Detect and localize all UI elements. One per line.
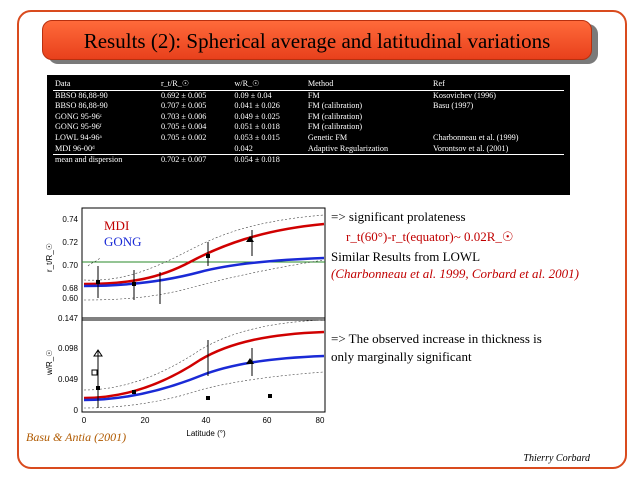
table-cell: Vorontsov et al. (2001) xyxy=(433,143,509,153)
table-cell: Adaptive Regularization xyxy=(307,143,389,153)
note-prolateness: => significant prolateness xyxy=(331,209,466,224)
note-lowl: Similar Results from LOWL xyxy=(331,249,481,264)
bottom-ytick: 0.098 xyxy=(58,344,79,353)
table-row: MDI 96-00ᵈ 0.042 Adaptive Regularization… xyxy=(53,144,564,155)
table-cell: MDI 96-00ᵈ xyxy=(55,143,95,153)
table-mean-row: mean and dispersion 0.702 ± 0.007 0.054 … xyxy=(53,154,564,166)
top-data-points xyxy=(96,230,254,304)
table-cell xyxy=(431,122,564,133)
table-header: Method xyxy=(305,79,431,91)
table-cell: FM (calibration) xyxy=(307,101,363,111)
table-cell: 0.703 ± 0.006 xyxy=(160,111,207,121)
mdi-curve xyxy=(83,330,325,400)
table-cell: FM (calibration) xyxy=(307,111,363,121)
xlabel: Latitude (°) xyxy=(186,429,226,438)
gong-curve xyxy=(83,256,325,288)
xtick: 0 xyxy=(82,416,87,425)
bottom-ytick: 0.147 xyxy=(58,314,79,323)
table-cell: mean and dispersion xyxy=(53,154,159,166)
xtick: 40 xyxy=(202,416,211,425)
top-ytick: 0.70 xyxy=(62,261,78,270)
table-row: BBSO 86,88-90 0.692 ± 0.005 0.09 ± 0.04 … xyxy=(53,90,564,101)
top-plot-frame xyxy=(81,207,326,321)
table-cell: 0.702 ± 0.007 xyxy=(158,154,233,166)
latitude-plots: MDI GONG 0.74 0.72 0.70 0.68 0.60 r_t/R_… xyxy=(45,207,326,438)
top-ylabel: r_t/R_☉ xyxy=(45,243,54,272)
confidence-band xyxy=(83,214,325,281)
table-header-row: Data r_t/R_☉ w/R_☉ Method Ref xyxy=(53,79,564,91)
table-cell xyxy=(431,112,564,123)
table-cell: 0.705 ± 0.002 xyxy=(160,132,207,142)
table-cell: 0.09 ± 0.04 xyxy=(234,90,272,100)
confidence-band xyxy=(83,259,325,301)
table-cell: Basu (1997) xyxy=(433,101,474,111)
figure-credit: Basu & Antia (2001) xyxy=(26,430,127,444)
table-cell: Genetic FM xyxy=(307,132,348,142)
top-ytick: 0.60 xyxy=(62,294,78,303)
table-row: GONG 95-96ᶜ 0.703 ± 0.006 0.049 ± 0.025 … xyxy=(53,112,564,123)
bottom-data-points xyxy=(91,340,272,408)
table-cell xyxy=(159,144,232,155)
table-cell: FM xyxy=(307,90,320,100)
table-cell: Charbonneau et al. (1999) xyxy=(433,132,519,142)
bottom-ytick: 0.049 xyxy=(58,375,79,384)
mdi-curve xyxy=(83,222,325,286)
note-citation: (Charbonneau et al. 1999, Corbard et al.… xyxy=(331,266,579,281)
top-ytick: 0.74 xyxy=(62,215,78,224)
table-cell: 0.705 ± 0.004 xyxy=(160,122,207,132)
note-rt-difference: r_t(60°)-r_t(equator)~ 0.02R_☉ xyxy=(346,229,514,244)
table-header: w/R_☉ xyxy=(232,79,306,91)
slide-title: Results (2): Spherical average and latit… xyxy=(83,29,551,53)
confidence-band xyxy=(83,319,325,391)
table-cell: Kosovichev (1996) xyxy=(433,90,496,100)
table-cell: GONG 95-96ᶜ xyxy=(55,111,102,121)
note-significance: only marginally significant xyxy=(331,349,472,364)
table-cell: 0.051 ± 0.018 xyxy=(234,122,280,132)
bottom-ytick: 0 xyxy=(74,406,79,415)
table-row: BBSO 86,88-90 0.707 ± 0.005 0.041 ± 0.02… xyxy=(53,101,564,112)
table-cell: 0.692 ± 0.005 xyxy=(160,90,207,100)
table-cell: LOWL 94-96ᵃ xyxy=(55,132,102,142)
table-row: LOWL 94-96ᵃ 0.705 ± 0.002 0.053 ± 0.015 … xyxy=(53,133,564,144)
results-table: Data r_t/R_☉ w/R_☉ Method Ref BBSO 86,88… xyxy=(47,75,570,195)
table-header: Ref xyxy=(431,79,564,91)
table-cell: BBSO 86,88-90 xyxy=(55,101,108,111)
xtick: 60 xyxy=(263,416,272,425)
table-cell: FM (calibration) xyxy=(307,122,363,132)
table-cell: BBSO 86,88-90 xyxy=(55,90,108,100)
confidence-band xyxy=(83,371,325,409)
table-header: r_t/R_☉ xyxy=(158,79,233,91)
legend-mdi: MDI xyxy=(104,218,129,233)
table-cell: 0.049 ± 0.025 xyxy=(234,111,280,121)
table-row: GONG 95-96ᶠ 0.705 ± 0.004 0.051 ± 0.018 … xyxy=(53,122,564,133)
table-cell xyxy=(305,154,431,166)
legend-gong: GONG xyxy=(104,234,142,249)
top-ytick: 0.68 xyxy=(62,284,78,293)
table-cell: GONG 95-96ᶠ xyxy=(55,122,102,132)
bottom-plot-frame xyxy=(81,317,326,413)
gong-curve xyxy=(83,354,325,402)
table-cell xyxy=(431,154,564,166)
title-box: Results (2): Spherical average and latit… xyxy=(42,20,592,60)
note-thickness: => The observed increase in thickness is xyxy=(331,331,542,346)
author-name: Thierry Corbard xyxy=(523,453,590,464)
table-header: Data xyxy=(53,79,159,91)
table-cell: 0.042 xyxy=(234,143,253,153)
xtick: 20 xyxy=(141,416,150,425)
table-cell: 0.054 ± 0.018 xyxy=(232,154,306,166)
bottom-ylabel: w/R_☉ xyxy=(45,350,54,376)
slide-frame xyxy=(17,10,627,469)
table-cell: 0.041 ± 0.026 xyxy=(234,101,280,111)
table-cell: 0.707 ± 0.005 xyxy=(160,101,207,111)
top-ytick: 0.72 xyxy=(62,238,78,247)
xtick: 80 xyxy=(316,416,325,425)
table-cell: 0.053 ± 0.015 xyxy=(234,132,280,142)
